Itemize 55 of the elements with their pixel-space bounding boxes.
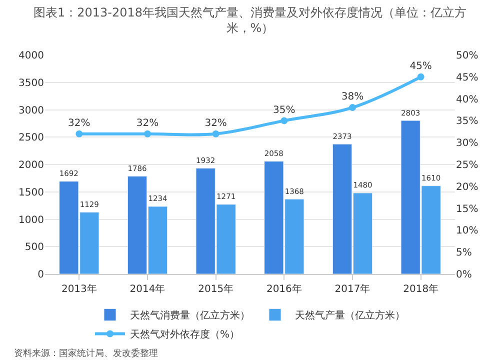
x-tick-label: 2017年 bbox=[334, 283, 370, 295]
x-tick-label: 2018年 bbox=[403, 283, 439, 295]
point bbox=[280, 117, 288, 124]
x-tick-label: 2014年 bbox=[130, 283, 166, 295]
data-label: 35% bbox=[273, 104, 296, 116]
y-tick-label: 500 bbox=[24, 242, 44, 254]
y2-tick-label: 5% bbox=[456, 248, 472, 259]
data-label: 1932 bbox=[196, 156, 216, 165]
y2-tick-label: 25% bbox=[456, 160, 478, 171]
data-label: 32% bbox=[136, 118, 159, 129]
y-tick-label: 3000 bbox=[18, 105, 44, 116]
y2-tick-label: 35% bbox=[456, 116, 478, 128]
y2-tick-label: 20% bbox=[456, 182, 478, 193]
data-label: 1610 bbox=[422, 174, 441, 183]
y2-tick-label: 15% bbox=[456, 204, 478, 215]
legend-label: 天然气消费量（亿立方米） bbox=[130, 310, 250, 322]
text: 资料来源：国家统计局、发改委整理 bbox=[14, 348, 158, 359]
y2-tick-label: 10% bbox=[456, 226, 478, 237]
data-label: 1692 bbox=[59, 169, 79, 178]
y-tick-label: 4000 bbox=[18, 50, 44, 62]
x-tick-label: 2015年 bbox=[198, 283, 234, 295]
x-tick-label: 2016年 bbox=[266, 283, 302, 295]
data-label: 2058 bbox=[264, 149, 284, 158]
y-tick-label: 1500 bbox=[18, 187, 44, 198]
point bbox=[144, 130, 151, 138]
y2-tick-label: 40% bbox=[456, 94, 478, 106]
legend-label: 天然气对外依存度（%） bbox=[130, 328, 240, 341]
legend-label: 天然气产量（亿立方米） bbox=[295, 310, 405, 322]
data-label: 32% bbox=[68, 118, 90, 129]
data-label: 2373 bbox=[332, 132, 352, 141]
y-tick-label: 0 bbox=[38, 270, 44, 280]
y-tick-label: 1000 bbox=[18, 214, 44, 226]
data-label: 1129 bbox=[80, 200, 100, 209]
point bbox=[417, 73, 424, 80]
y2-tick-label: 30% bbox=[456, 138, 478, 150]
data-label: 1786 bbox=[128, 164, 148, 173]
point bbox=[212, 130, 220, 138]
x-tick-label: 2013年 bbox=[61, 283, 97, 295]
y-tick-label: 3500 bbox=[18, 78, 44, 89]
data-label: 1271 bbox=[216, 192, 236, 202]
y2-tick-label: 0% bbox=[456, 270, 472, 280]
data-label: 32% bbox=[204, 118, 227, 129]
chart-title: 图表1：2013-2018年我国天然气产量、消费量及对外依存度情况（单位：亿立方米，%） bbox=[33, 5, 467, 35]
y2-tick-label: 45% bbox=[456, 72, 478, 84]
data-label: 2803 bbox=[401, 108, 420, 118]
data-label: 38% bbox=[341, 92, 364, 103]
point bbox=[76, 130, 83, 138]
data-label: 1234 bbox=[148, 194, 168, 204]
y-tick-label: 2000 bbox=[18, 160, 44, 171]
data-label: 45% bbox=[410, 61, 432, 72]
point bbox=[349, 104, 356, 112]
data-label: 1368 bbox=[284, 186, 304, 196]
data-label: 1480 bbox=[353, 180, 373, 190]
y2-tick-label: 50% bbox=[456, 50, 478, 62]
y-tick-label: 2500 bbox=[18, 132, 44, 144]
